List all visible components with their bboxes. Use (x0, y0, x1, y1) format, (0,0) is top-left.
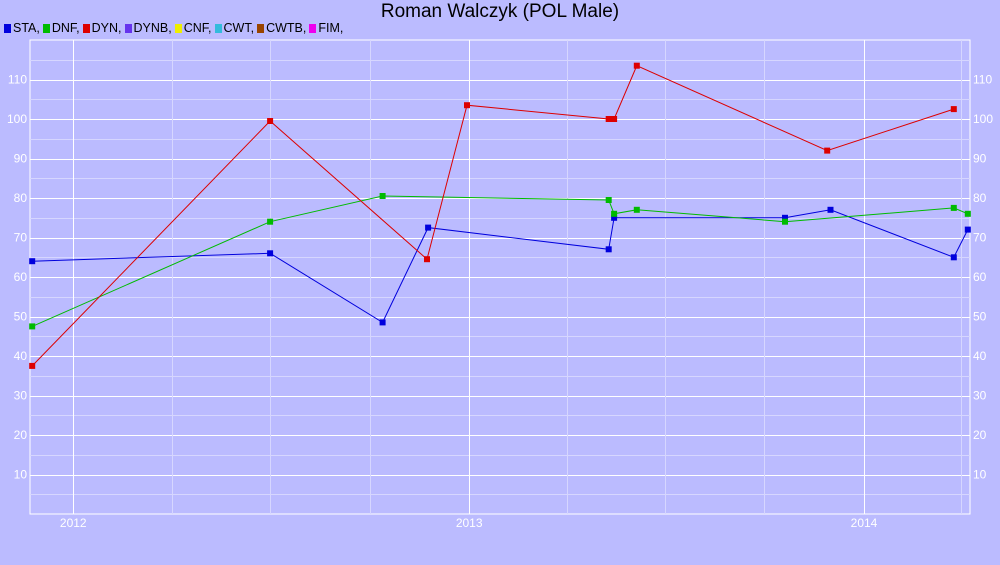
data-point-dnf (782, 218, 788, 225)
data-point-sta (425, 224, 432, 231)
y-tick-label-right: 60 (973, 270, 987, 284)
legend-label: STA, (13, 21, 40, 35)
data-point-sta (964, 226, 971, 233)
legend-label: DNF, (51, 21, 80, 35)
data-point-dyn (950, 106, 957, 113)
data-point-sta (782, 214, 788, 221)
y-tick-label: 10 (14, 468, 28, 482)
data-point-dyn (464, 102, 470, 109)
legend-swatch (124, 23, 132, 33)
y-tick-label-right: 100 (973, 112, 993, 126)
legend-item: DNF, (42, 21, 80, 35)
series-line-sta (32, 209, 969, 324)
y-tick-label: 100 (7, 112, 27, 126)
legend-label: DYNB, (133, 21, 172, 35)
data-point-dnf (267, 218, 274, 225)
data-point-sta (827, 206, 834, 213)
y-tick-label: 110 (8, 73, 27, 87)
legend-swatch (309, 23, 317, 33)
x-tick-label: 2014 (851, 516, 878, 530)
data-point-sta (379, 319, 386, 326)
series-line-dyn (31, 65, 954, 367)
legend-label: CNF, (183, 21, 212, 35)
y-tick-label-right: 50 (973, 310, 987, 324)
data-point-dnf (950, 204, 957, 211)
y-tick-label: 40 (14, 349, 28, 363)
legend-item: STA, (4, 21, 40, 35)
y-tick-label-right: 90 (973, 152, 987, 166)
chart-title: Roman Walczyk (POL Male) (380, 1, 620, 22)
x-tick-label: 2012 (60, 516, 87, 530)
data-point-dnf (964, 210, 971, 217)
data-point-sta (29, 258, 36, 265)
x-tick-label: 2013 (456, 516, 483, 530)
data-point-dyn (605, 116, 612, 122)
data-point-sta (605, 246, 612, 253)
legend-swatch (174, 23, 182, 33)
data-point-dyn (267, 118, 274, 124)
data-point-dyn (824, 147, 831, 154)
legend-item: FIM, (309, 21, 343, 35)
y-tick-label-right: 110 (973, 73, 992, 87)
data-point-dyn (424, 256, 430, 263)
data-point-dyn (29, 362, 36, 369)
data-point-dnf (611, 210, 618, 217)
data-point-sta (611, 214, 618, 221)
legend-item: CWT, (214, 21, 255, 35)
data-point-dnf (29, 323, 36, 330)
legend-swatch (82, 23, 90, 33)
data-point-dnf (605, 197, 612, 203)
y-tick-label: 70 (14, 231, 28, 245)
y-tick-label: 90 (14, 152, 28, 166)
legend-swatch (214, 23, 222, 33)
data-point-dnf (633, 206, 640, 213)
legend-swatch (42, 23, 50, 33)
legend-label: DYN, (91, 21, 122, 35)
data-point-sta (267, 250, 274, 257)
y-tick-label: 30 (14, 389, 28, 403)
legend: STA, DNF, DYN, DYNB, CNF, CWT, CWTB, FIM, (4, 21, 346, 35)
data-point-dyn (633, 62, 640, 69)
y-tick-label: 60 (14, 270, 28, 284)
legend-label: CWTB, (266, 21, 307, 35)
y-tick-label: 50 (14, 310, 28, 324)
y-tick-label-right: 10 (973, 468, 987, 482)
legend-item: DYNB, (124, 21, 172, 35)
legend-label: FIM, (318, 21, 344, 35)
y-tick-label-right: 20 (973, 428, 987, 442)
y-tick-label-right: 70 (973, 231, 987, 245)
data-point-sta (950, 254, 957, 261)
y-tick-label: 20 (14, 428, 28, 442)
y-tick-label-right: 40 (973, 349, 987, 363)
data-point-dyn (611, 116, 618, 122)
y-tick-label-right: 30 (973, 389, 987, 403)
legend-swatch (4, 23, 11, 33)
data-point-dnf (379, 193, 386, 199)
y-tick-label: 80 (14, 191, 28, 205)
y-tick-label-right: 80 (973, 191, 987, 205)
legend-item: DYN, (82, 21, 122, 35)
legend-swatch (257, 23, 265, 33)
legend-item: CNF, (174, 21, 212, 35)
legend-item: CWTB, (257, 21, 306, 35)
legend-label: CWT, (223, 21, 255, 35)
